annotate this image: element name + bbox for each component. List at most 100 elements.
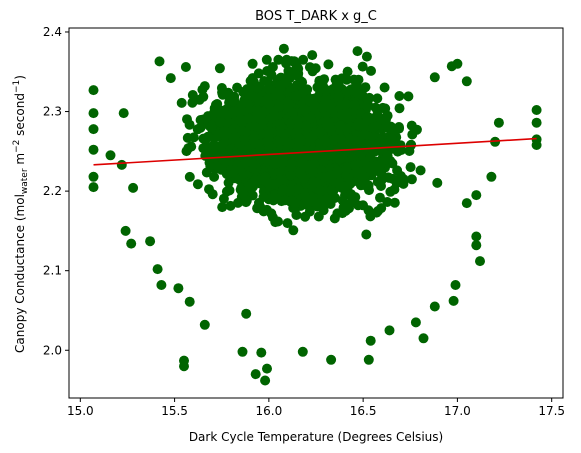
scatter-point [429,72,440,83]
scatter-point [237,346,248,357]
scatter-point [278,156,289,166]
scatter-point [452,58,463,69]
scatter-point [382,150,393,161]
scatter-point [398,174,409,185]
scatter-point [225,200,236,211]
scatter-point [273,54,284,65]
scatter-point [202,131,213,142]
scatter-point [293,184,304,195]
x-axis-label: Dark Cycle Temperature (Degrees Celsius) [189,430,443,444]
scatter-point [228,106,239,117]
scatter-point [531,105,542,115]
scatter-point [236,125,247,136]
scatter-point [370,102,381,113]
scatter-point [253,93,264,104]
scatter-point [269,159,280,170]
scatter-point [335,120,346,131]
scatter-point [315,126,326,137]
scatter-point [278,43,289,54]
scatter-point [366,65,376,76]
scatter-point [297,77,308,88]
scatter-point [269,179,280,190]
scatter-point [372,176,383,187]
scatter-point [347,152,358,163]
scatter-point [384,172,395,183]
scatter-point [186,141,197,152]
scatter-point [257,175,268,185]
scatter-point [261,54,272,65]
scatter-point [531,117,542,128]
scatter-point [300,105,311,115]
scatter-point [361,51,372,62]
scatter-point [233,197,243,208]
scatter-point [262,66,273,76]
scatter-point [392,146,403,157]
scatter-point [156,280,167,290]
x-axis-ticks: 15.0 15.5 16.0 16.5 17.0 17.5 [67,398,565,418]
scatter-point [389,184,400,195]
scatter-point [296,157,307,168]
x-tick-label: 15.0 [67,404,94,418]
scatter-point [152,264,163,275]
scatter-point [280,77,291,88]
x-tick-label: 16.0 [256,404,283,418]
scatter-point [278,184,289,195]
scatter-point [311,177,322,188]
scatter-point [323,59,334,70]
scatter-point [342,66,353,77]
scatter-point [262,363,272,374]
scatter-point [216,117,227,128]
scatter-point [217,105,227,116]
scatter-point [253,68,264,79]
scatter-point [208,108,219,119]
scatter-point [273,216,283,227]
scatter-point [268,195,279,206]
scatter-point [274,101,285,112]
scatter-point [204,184,214,195]
scatter-point [288,225,299,236]
y-tick-label: 2.4 [43,25,62,39]
scatter-point [332,165,343,176]
scatter-point [360,180,371,191]
scatter-point [362,101,372,112]
scatter-point [418,333,429,344]
scatter-point [230,173,241,184]
scatter-point [184,296,195,307]
scatter-point [394,91,405,101]
scatter-point [279,195,290,206]
scatter-point [307,50,318,61]
scatter-point [375,192,385,203]
scatter-point [320,84,331,95]
scatter-point [201,113,212,124]
scatter-point [305,113,316,124]
scatter-point [312,148,323,159]
scatter-point [303,94,314,105]
scatter-point [365,163,375,174]
scatter-point [224,185,235,196]
plot-area [88,43,542,386]
scatter-point [298,54,309,65]
scatter-point [264,98,275,109]
scatter-point [218,128,229,139]
scatter-point [179,361,189,372]
scatter-point [264,126,275,137]
scatter-point [195,122,206,133]
scatter-point [235,184,246,195]
scatter-point [88,85,99,96]
trend-line [93,137,537,166]
scatter-point [374,136,385,147]
scatter-point [379,103,390,114]
scatter-point [448,295,459,306]
scatter-point [357,170,367,181]
scatter-point [198,91,209,102]
scatter-point [394,123,404,134]
scatter-point [471,240,482,251]
scatter-point [307,131,318,142]
scatter-point [281,58,291,69]
scatter-point [346,189,357,200]
scatter-point [415,165,426,176]
x-tick-label: 15.5 [161,404,188,418]
scatter-point [205,161,216,171]
scatter-point [357,61,368,72]
